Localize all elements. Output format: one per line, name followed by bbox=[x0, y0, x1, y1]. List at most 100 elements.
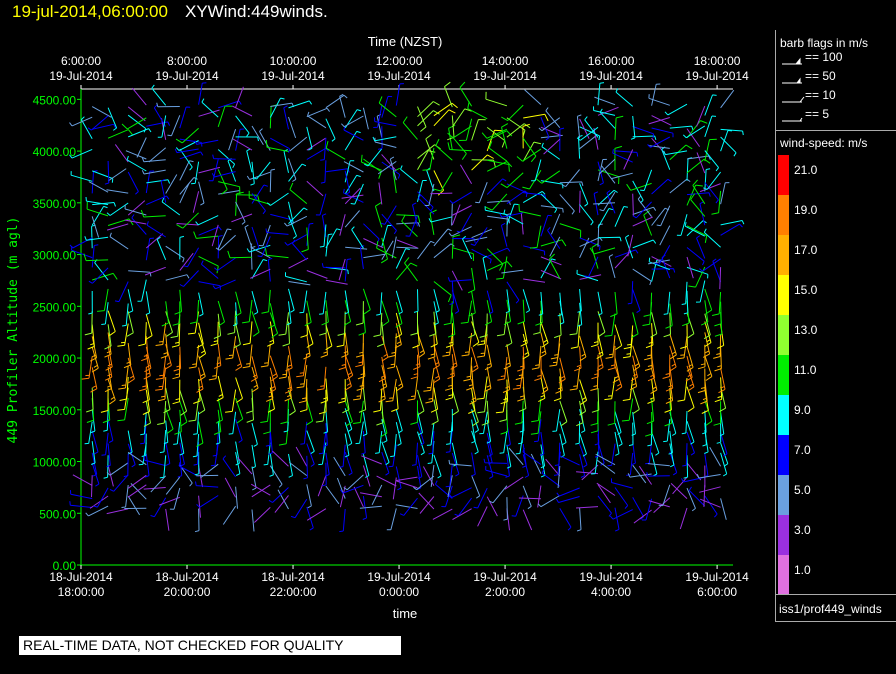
wind-barb bbox=[594, 96, 616, 106]
wind-barb bbox=[109, 232, 129, 250]
wind-barb bbox=[593, 202, 616, 205]
wind-barb bbox=[468, 312, 476, 339]
wind-barb bbox=[265, 423, 271, 447]
wind-barb bbox=[105, 345, 113, 371]
wind-barb bbox=[584, 256, 599, 278]
wind-barb bbox=[579, 454, 586, 478]
wind-barb bbox=[433, 228, 452, 247]
wind-barb bbox=[232, 138, 253, 151]
wind-barb bbox=[344, 451, 353, 476]
x-tick-label-date: 18-Jul-2014 bbox=[49, 570, 113, 584]
wind-barb bbox=[339, 93, 346, 118]
wind-barb bbox=[720, 498, 727, 520]
wind-barb bbox=[703, 313, 711, 340]
wind-barb bbox=[320, 160, 327, 184]
wind-barb bbox=[212, 154, 236, 160]
wind-barb bbox=[686, 365, 695, 392]
wind-barb bbox=[647, 378, 655, 404]
wind-barb bbox=[704, 150, 719, 172]
source-label: iss1/prof449_winds bbox=[779, 602, 882, 616]
wind-barb bbox=[505, 289, 511, 314]
top-tick-label-time: 6:00:00 bbox=[61, 54, 101, 68]
wind-barb bbox=[150, 475, 167, 493]
wind-barb bbox=[284, 215, 308, 227]
legend-divider bbox=[776, 130, 896, 131]
wind-barb bbox=[174, 409, 182, 435]
wind-barb bbox=[484, 300, 493, 326]
wind-barb bbox=[451, 452, 460, 477]
wind-barb bbox=[540, 239, 567, 247]
wind-barb bbox=[136, 137, 147, 158]
wind-barb bbox=[97, 288, 109, 312]
wind-barb bbox=[373, 105, 383, 128]
wind-barb bbox=[165, 408, 174, 434]
wind-barb bbox=[257, 236, 271, 258]
wind-barb bbox=[396, 246, 419, 249]
color-scale-label: 9.0 bbox=[794, 403, 811, 417]
wind-barb bbox=[344, 258, 352, 282]
wind-barb bbox=[216, 375, 224, 402]
wind-barb bbox=[718, 367, 726, 394]
wind-barb bbox=[450, 344, 458, 370]
wind-barb bbox=[593, 127, 599, 150]
wind-barb bbox=[91, 475, 93, 498]
wind-barb bbox=[631, 312, 639, 338]
wind-barb bbox=[651, 207, 670, 226]
top-tick-label-time: 16:00:00 bbox=[588, 54, 635, 68]
wind-barb bbox=[285, 272, 307, 283]
barb-legend-row: == 50 bbox=[780, 69, 890, 87]
wind-barb bbox=[250, 161, 255, 186]
wind-barb bbox=[664, 387, 672, 413]
wind-barb bbox=[325, 118, 336, 142]
wind-barb bbox=[506, 444, 512, 469]
wind-barb bbox=[435, 138, 453, 161]
wind-barb bbox=[381, 95, 393, 118]
wind-barb bbox=[325, 452, 330, 477]
wind-barb bbox=[704, 288, 713, 315]
wind-barb bbox=[388, 333, 397, 358]
wind-barb bbox=[596, 482, 616, 496]
wind-barb bbox=[471, 452, 476, 477]
wind-barb bbox=[89, 336, 98, 362]
wind-barb bbox=[559, 127, 565, 152]
wind-barb bbox=[632, 268, 652, 286]
wind-barb bbox=[270, 137, 291, 153]
wind-barb bbox=[429, 209, 437, 235]
wind-barb bbox=[395, 248, 410, 269]
wind-barb bbox=[576, 400, 584, 427]
wind-barb bbox=[471, 248, 492, 264]
wind-barb bbox=[632, 126, 654, 138]
wind-barb bbox=[195, 215, 219, 226]
color-swatch bbox=[778, 475, 789, 515]
wind-barb bbox=[486, 130, 513, 142]
wind-barb bbox=[413, 289, 419, 313]
x-tick-label-time: 0:00:00 bbox=[379, 585, 419, 599]
wind-barb bbox=[545, 107, 561, 129]
wind-barb bbox=[447, 354, 455, 380]
wind-barb bbox=[486, 248, 504, 271]
wind-barb bbox=[88, 290, 93, 315]
wind-barb bbox=[344, 354, 354, 381]
wind-barb bbox=[91, 462, 100, 487]
wind-barb bbox=[471, 346, 479, 373]
wind-barb bbox=[381, 154, 397, 172]
x-tick-label-date: 18-Jul-2014 bbox=[261, 570, 325, 584]
wind-barb bbox=[282, 321, 290, 347]
wind-barb bbox=[159, 429, 167, 454]
wind-barb bbox=[315, 399, 327, 423]
wind-barb bbox=[127, 200, 146, 216]
wind-barb bbox=[499, 430, 508, 454]
wind-barb bbox=[484, 366, 492, 393]
wind-barb bbox=[151, 84, 167, 106]
wind-barb bbox=[405, 215, 418, 237]
wind-barb bbox=[174, 148, 199, 154]
wind-barb bbox=[196, 495, 219, 508]
wind-barb bbox=[155, 367, 167, 391]
wind-barb bbox=[333, 456, 346, 477]
wind-barb bbox=[425, 379, 435, 404]
wind-barb bbox=[445, 464, 453, 488]
wind-barb bbox=[486, 261, 513, 272]
wind-barb bbox=[473, 487, 488, 509]
color-swatch bbox=[778, 395, 789, 435]
wind-barb bbox=[604, 376, 616, 401]
